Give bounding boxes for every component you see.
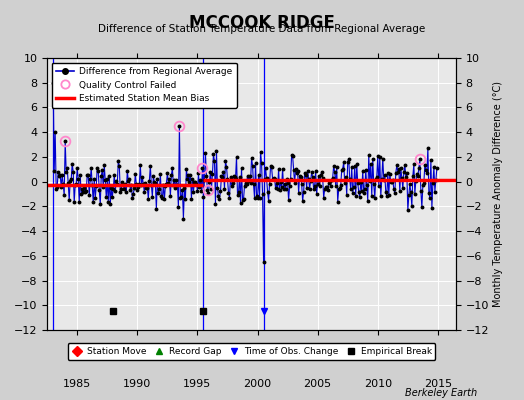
Text: MCCOOK RIDGE: MCCOOK RIDGE bbox=[189, 14, 335, 32]
Y-axis label: Monthly Temperature Anomaly Difference (°C): Monthly Temperature Anomaly Difference (… bbox=[493, 81, 503, 307]
Text: 2000: 2000 bbox=[244, 379, 271, 389]
Text: 2015: 2015 bbox=[424, 379, 452, 389]
Text: 2005: 2005 bbox=[303, 379, 332, 389]
Legend: Difference from Regional Average, Quality Control Failed, Estimated Station Mean: Difference from Regional Average, Qualit… bbox=[52, 62, 236, 108]
Text: 1995: 1995 bbox=[183, 379, 212, 389]
Text: Berkeley Earth: Berkeley Earth bbox=[405, 388, 477, 398]
Text: 1990: 1990 bbox=[123, 379, 151, 389]
Text: Difference of Station Temperature Data from Regional Average: Difference of Station Temperature Data f… bbox=[99, 24, 425, 34]
Text: 2010: 2010 bbox=[364, 379, 392, 389]
Text: 1985: 1985 bbox=[63, 379, 91, 389]
Legend: Station Move, Record Gap, Time of Obs. Change, Empirical Break: Station Move, Record Gap, Time of Obs. C… bbox=[68, 344, 435, 360]
